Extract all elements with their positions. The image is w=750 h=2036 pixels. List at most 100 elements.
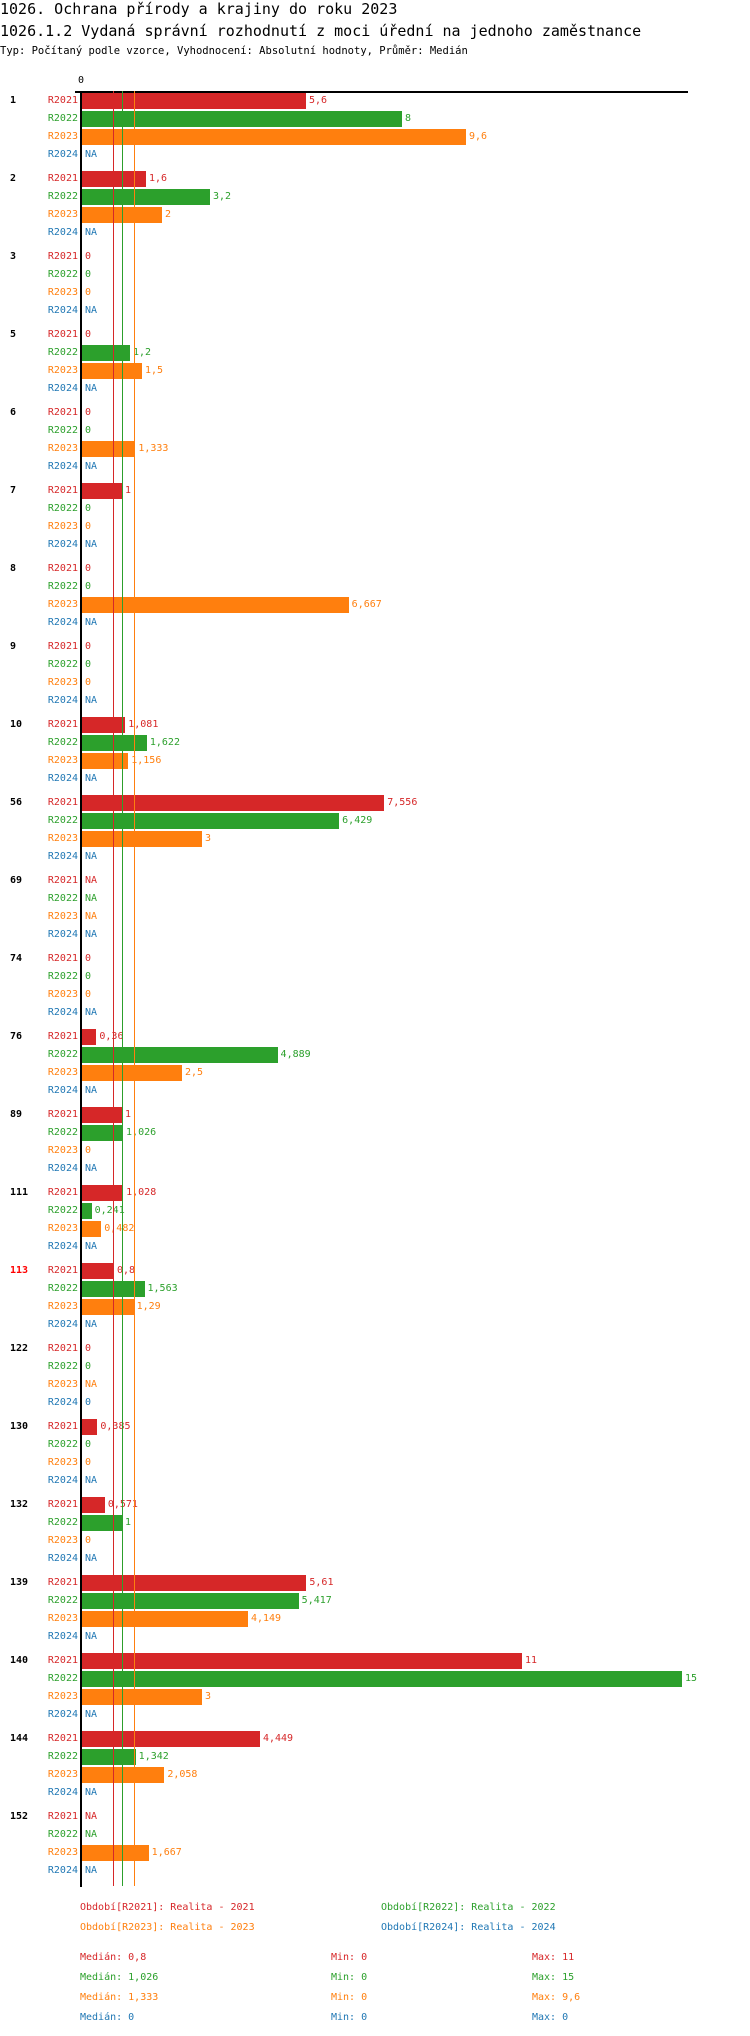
group-label: 5	[10, 329, 17, 340]
group-label: 152	[10, 1811, 29, 1822]
bar-r2023	[82, 1845, 149, 1861]
group-label: 76	[10, 1031, 23, 1042]
value-label: 7,556	[387, 797, 418, 808]
series-label: R2024	[47, 773, 78, 784]
bar-r2021	[82, 1653, 522, 1669]
series-label: R2023	[47, 911, 78, 922]
series-label: R2022	[47, 1127, 78, 1138]
series-label: R2024	[47, 617, 78, 628]
bar-r2021	[82, 1107, 122, 1123]
group-label: 122	[10, 1343, 29, 1354]
bar-r2021	[82, 483, 122, 499]
series-label: R2023	[47, 1769, 78, 1780]
series-label: R2024	[47, 1553, 78, 1564]
value-label: 1,5	[145, 365, 164, 376]
series-label: R2021	[47, 485, 78, 496]
value-label: 8	[405, 113, 412, 124]
value-label: 1,6	[149, 173, 168, 184]
series-label: R2021	[47, 719, 78, 730]
series-label: R2024	[47, 695, 78, 706]
series-label: R2023	[47, 1613, 78, 1624]
series-label: R2021	[47, 1499, 78, 1510]
legend-item: Období[R2022]: Realita - 2022	[381, 1902, 556, 1913]
bar-r2023	[82, 1689, 202, 1705]
value-label: 1,028	[126, 1187, 157, 1198]
group-label: 3	[10, 251, 17, 262]
series-label: R2021	[47, 1187, 78, 1198]
series-label: R2024	[47, 1631, 78, 1642]
value-label: 0,385	[100, 1421, 131, 1432]
series-label: R2022	[47, 1283, 78, 1294]
median-line-r2021	[113, 91, 114, 1886]
series-label: R2021	[47, 563, 78, 574]
value-label: 5,61	[309, 1577, 334, 1588]
series-label: R2024	[47, 1163, 78, 1174]
bar-r2023	[82, 1611, 248, 1627]
value-label: NA	[85, 929, 98, 940]
series-label: R2023	[47, 209, 78, 220]
stat-min: Min: 0	[331, 2012, 368, 2023]
bar-r2022	[82, 735, 147, 751]
bar-r2023	[82, 1767, 165, 1783]
series-label: R2021	[47, 1577, 78, 1588]
value-label: NA	[85, 1553, 98, 1564]
series-label: R2023	[47, 443, 78, 454]
group-label: 9	[10, 641, 17, 652]
value-label: 0	[85, 989, 92, 1000]
value-label: NA	[85, 875, 98, 886]
series-label: R2024	[47, 461, 78, 472]
bar-r2022	[82, 189, 210, 205]
bar-r2021	[82, 1575, 307, 1591]
value-label: 1,081	[128, 719, 159, 730]
value-label: NA	[85, 893, 98, 904]
value-label: 0	[85, 581, 92, 592]
value-label: 0	[85, 287, 92, 298]
series-label: R2022	[47, 1673, 78, 1684]
value-label: NA	[85, 1163, 98, 1174]
group-label: 74	[10, 953, 23, 964]
bar-r2021	[82, 1263, 114, 1279]
group-label: 111	[10, 1187, 29, 1198]
group-label: 144	[10, 1733, 29, 1744]
series-label: R2022	[47, 971, 78, 982]
series-label: R2021	[47, 797, 78, 808]
median-line-r2023	[134, 91, 136, 1886]
value-label: 1,622	[149, 737, 180, 748]
bar-r2021	[82, 1029, 97, 1045]
series-label: R2023	[47, 1379, 78, 1390]
value-label: 1,2	[133, 347, 152, 358]
bar-r2022	[82, 111, 402, 127]
series-label: R2023	[47, 1691, 78, 1702]
group-label: 7	[10, 485, 17, 496]
value-label: 4,149	[250, 1613, 282, 1624]
group-label: 6	[10, 407, 17, 418]
bar-r2023	[82, 441, 136, 457]
bar-r2023	[82, 1221, 102, 1237]
group-label: 130	[10, 1421, 29, 1432]
value-label: 0	[85, 1343, 92, 1354]
group-label: 113	[10, 1265, 29, 1276]
value-label: 1,29	[136, 1301, 161, 1312]
value-label: 0	[85, 677, 92, 688]
value-label: NA	[85, 1787, 98, 1798]
value-label: 0,482	[104, 1223, 135, 1234]
series-label: R2022	[47, 503, 78, 514]
chart-subtitle: 1026.1.2 Vydaná správní rozhodnutí z moc…	[0, 22, 642, 40]
series-label: R2024	[47, 1709, 78, 1720]
value-label: 3	[205, 833, 212, 844]
bar-r2023	[82, 129, 466, 145]
bar-r2023	[82, 831, 202, 847]
value-label: 1	[125, 1109, 132, 1120]
series-label: R2021	[47, 1655, 78, 1666]
value-label: 0	[85, 329, 92, 340]
bar-r2023	[82, 207, 162, 223]
legend-item: Období[R2024]: Realita - 2024	[381, 1922, 556, 1933]
series-label: R2022	[47, 191, 78, 202]
value-label: 2,5	[185, 1067, 204, 1078]
value-label: NA	[85, 227, 98, 238]
series-label: R2022	[47, 1439, 78, 1450]
value-label: 1,563	[147, 1283, 178, 1294]
y-axis-line	[80, 91, 82, 1887]
value-label: 5,6	[309, 95, 328, 106]
series-label: R2022	[47, 737, 78, 748]
